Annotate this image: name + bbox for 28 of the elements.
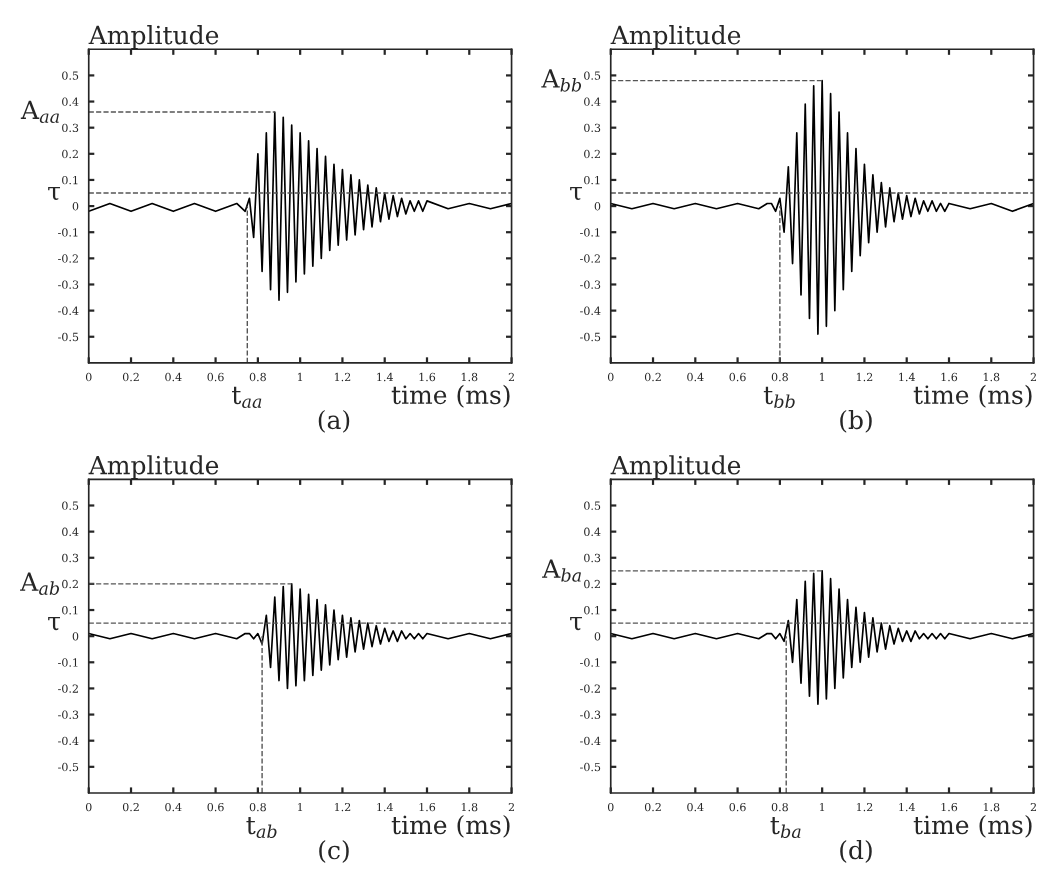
text: (c)	[319, 840, 349, 863]
y-axis-title: Amplitude	[610, 25, 741, 50]
x-axis-title: time (ms)	[391, 384, 510, 408]
y-axis-title: Amplitude	[88, 25, 219, 50]
ref-line-label: A$_{bb}$	[541, 69, 582, 92]
line-series	[610, 569, 1034, 705]
ref-line-label: t$_{ab}$	[246, 816, 277, 839]
x-axis-title: time (ms)	[391, 814, 510, 838]
ref-line-label: τ	[48, 617, 61, 631]
ref-line-label: τ	[48, 186, 61, 201]
ref-line-label: τ	[570, 186, 583, 201]
text: (d)	[840, 840, 872, 863]
ref-line-label: t$_{aa}$	[232, 386, 262, 408]
y-axis-title: Amplitude	[88, 455, 219, 480]
text: (a)	[318, 409, 350, 433]
ref-line-label: A$_{aa}$	[20, 100, 59, 124]
line-series	[610, 79, 1034, 335]
ref-line-label: A$_{ab}$	[20, 572, 60, 595]
text: (b)	[840, 409, 872, 433]
ref-line-label: t$_{bb}$	[763, 386, 795, 408]
ref-line-label: τ	[570, 617, 583, 631]
x-axis-title: time (ms)	[913, 384, 1032, 408]
x-axis-title: time (ms)	[913, 814, 1032, 838]
line-series	[88, 583, 512, 690]
y-axis-title: Amplitude	[610, 455, 741, 480]
line-series	[88, 111, 512, 301]
ref-line-label: A$_{ba}$	[542, 559, 581, 582]
ref-line-label: t$_{ba}$	[770, 816, 801, 839]
